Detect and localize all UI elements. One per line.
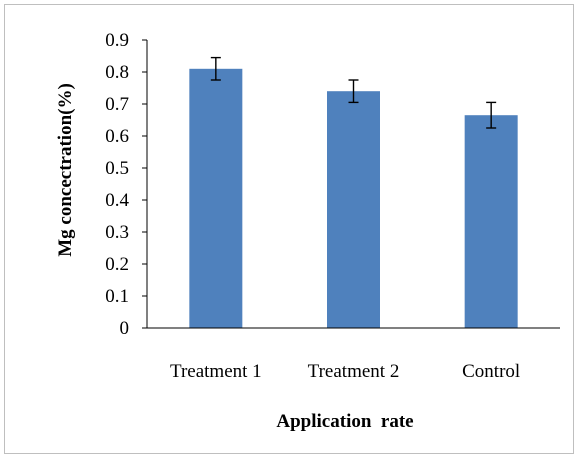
x-category-label: Treatment 1: [170, 361, 262, 382]
bar: [189, 68, 243, 329]
y-tick-label: 0.7: [105, 94, 129, 115]
y-tick-label: 0.2: [105, 254, 129, 275]
y-tick-label: 0.4: [105, 190, 129, 211]
y-axis-title: Mg concectration(%): [55, 83, 76, 257]
y-tick-label: 0.6: [105, 126, 129, 147]
x-axis-title: Application rate: [276, 411, 413, 432]
x-category-label: Control: [462, 361, 520, 382]
y-tick-label: 0.8: [105, 62, 129, 83]
x-category-label: Treatment 2: [308, 361, 400, 382]
y-tick-label: 0.1: [105, 286, 129, 307]
error-bars: [210, 56, 497, 129]
bar: [464, 115, 518, 328]
bar: [327, 91, 380, 328]
y-tick-label: 0.3: [105, 222, 129, 243]
y-axis-ticks: 0 0.1 0.2 0.3 0.4 0.5 0.6 0.7 0.8 0.9: [105, 30, 147, 339]
y-tick-label: 0.5: [105, 158, 129, 179]
y-tick-label: 0: [120, 318, 130, 339]
x-axis-category-labels: Treatment 1 Treatment 2 Control: [170, 361, 520, 382]
bars: [189, 68, 518, 329]
y-tick-label: 0.9: [105, 30, 129, 51]
